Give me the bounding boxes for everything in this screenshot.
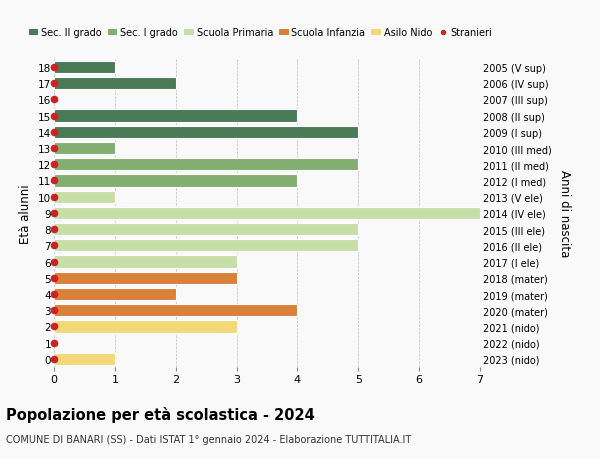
Bar: [54, 321, 236, 333]
Bar: [54, 191, 115, 203]
Bar: [54, 256, 236, 268]
Y-axis label: Anni di nascita: Anni di nascita: [558, 170, 571, 257]
Legend: Sec. II grado, Sec. I grado, Scuola Primaria, Scuola Infanzia, Asilo Nido, Stran: Sec. II grado, Sec. I grado, Scuola Prim…: [25, 24, 496, 42]
Bar: [54, 175, 298, 187]
Y-axis label: Età alunni: Età alunni: [19, 184, 32, 243]
Bar: [54, 272, 236, 284]
Bar: [54, 62, 115, 74]
Bar: [54, 126, 358, 139]
Bar: [54, 304, 298, 317]
Bar: [54, 78, 176, 90]
Bar: [54, 159, 358, 171]
Bar: [54, 110, 298, 123]
Text: Popolazione per età scolastica - 2024: Popolazione per età scolastica - 2024: [6, 406, 315, 422]
Bar: [54, 224, 358, 235]
Bar: [54, 207, 480, 219]
Bar: [54, 353, 115, 365]
Bar: [54, 240, 358, 252]
Bar: [54, 288, 176, 301]
Text: COMUNE DI BANARI (SS) - Dati ISTAT 1° gennaio 2024 - Elaborazione TUTTITALIA.IT: COMUNE DI BANARI (SS) - Dati ISTAT 1° ge…: [6, 434, 411, 444]
Bar: [54, 143, 115, 155]
